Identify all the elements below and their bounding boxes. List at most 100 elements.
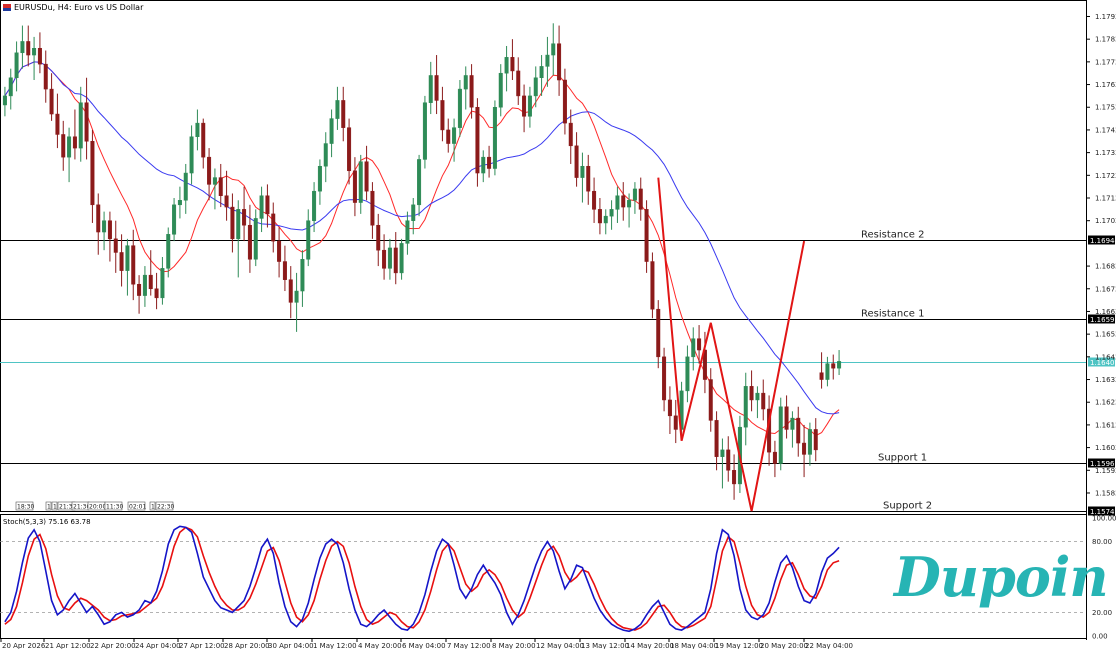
- level-label: Resistance 2: [861, 230, 924, 241]
- ma-slow-line: [4, 61, 840, 415]
- candle-body: [8, 77, 13, 97]
- candle-body: [837, 361, 842, 369]
- level-label: Support 2: [883, 501, 932, 512]
- price-tick-label: 1.16330: [1095, 376, 1116, 384]
- time-tick-label: 24 Apr 04:00: [135, 642, 181, 649]
- time-tick-label: 20 Apr 2026: [2, 642, 46, 649]
- event-marker-box: [104, 501, 123, 511]
- candle-body: [796, 417, 801, 444]
- candle-body: [405, 220, 410, 244]
- event-marker-label: 1: [47, 504, 51, 511]
- candle-body: [230, 206, 235, 240]
- candle-body: [522, 95, 527, 117]
- price-tag: 1.15962: [1090, 460, 1116, 468]
- event-marker-box: [45, 501, 52, 511]
- candle-body: [67, 136, 72, 158]
- time-tick-label: 12 May 04:00: [536, 642, 584, 649]
- candle-body: [656, 308, 661, 358]
- event-marker-label: 21:30: [59, 504, 76, 511]
- time-tick-label: 27 Apr 12:00: [179, 642, 225, 649]
- candle-body: [212, 177, 217, 185]
- candle-body: [172, 204, 177, 235]
- candle-body: [358, 161, 363, 203]
- candle-body: [335, 100, 340, 119]
- candle-body: [732, 470, 737, 485]
- candle-body: [26, 41, 31, 56]
- price-tag: 1.16944: [1090, 237, 1116, 245]
- candle-body: [236, 209, 241, 240]
- time-tick-label: 6 May 04:00: [402, 642, 446, 649]
- event-marker-box: [149, 501, 156, 511]
- candle-body: [778, 406, 783, 464]
- candle-body: [667, 399, 672, 417]
- candle-body: [96, 204, 101, 233]
- candle-body: [218, 177, 223, 196]
- logo-text: Dupoin: [892, 545, 1108, 609]
- time-tick-label: 28 Apr 20:00: [224, 642, 270, 649]
- time-tick-label: 7 May 12:00: [447, 642, 491, 649]
- stoch-lines: 100.00 80.00 20.00 0.00: [0, 515, 1116, 641]
- event-marker-box: [127, 501, 146, 511]
- candle-body: [137, 283, 142, 296]
- symbol-icon-band: [3, 8, 11, 11]
- candle-body: [102, 220, 107, 233]
- candle-body: [498, 72, 503, 108]
- candle-body: [632, 188, 637, 201]
- time-tick-label: 22 Apr 20:00: [90, 642, 136, 649]
- candle-body: [475, 106, 480, 174]
- candle-body: [265, 195, 270, 215]
- candle-body: [714, 420, 719, 457]
- candle-body: [195, 122, 200, 137]
- candle-body: [183, 172, 188, 201]
- time-tick-label: 21 Apr 12:00: [45, 642, 91, 649]
- candle-body: [434, 75, 439, 101]
- candle-body: [294, 290, 299, 303]
- stoch-k-line: [4, 525, 840, 633]
- candle-body: [586, 165, 591, 192]
- candle-body: [562, 79, 567, 124]
- candle-body: [720, 449, 725, 457]
- candle-body: [662, 356, 667, 401]
- stoch-tick-label: 20.00: [1092, 609, 1112, 617]
- candle-body: [113, 238, 118, 253]
- candle-body: [539, 66, 544, 78]
- price-tick-label: 1.16630: [1095, 308, 1116, 316]
- time-tick-label: 8 May 20:00: [492, 642, 536, 649]
- candle-body: [329, 118, 334, 144]
- candle-body: [253, 218, 258, 260]
- time-tick-label: 1 May 12:00: [313, 642, 357, 649]
- price-tick-label: 1.16230: [1095, 399, 1116, 407]
- level-label: Support 1: [878, 453, 927, 464]
- price-tick-label: 1.16030: [1095, 444, 1116, 452]
- stoch-panel-frame: [0, 514, 1087, 639]
- stoch-d-line: [4, 526, 840, 631]
- event-marker-label: 20:00: [89, 504, 106, 511]
- candle-body: [259, 195, 264, 219]
- candle-body: [282, 261, 287, 280]
- candle-body: [638, 188, 643, 210]
- price-tick-label: 1.17430: [1095, 126, 1116, 134]
- candle-body: [370, 190, 375, 226]
- candle-body: [393, 247, 398, 274]
- main-chart-frame: [0, 0, 1087, 512]
- price-tag-box: [1088, 314, 1115, 324]
- candle-body: [417, 159, 422, 206]
- candle-body: [510, 57, 515, 72]
- candle-body: [72, 136, 77, 149]
- candle-body: [189, 136, 194, 174]
- price-axis: 1.17930 1.17830 1.17730 1.17630 1.17530 1.174…: [1086, 13, 1116, 497]
- candle-body: [119, 252, 124, 271]
- candle-body: [376, 224, 381, 251]
- candle-body: [802, 442, 807, 455]
- candle-body: [148, 274, 153, 290]
- event-marker-label: 1: [53, 504, 57, 511]
- price-tick-label: 1.15930: [1095, 467, 1116, 475]
- stoch-tick-label: 100.00: [1092, 515, 1116, 523]
- candle-body: [288, 279, 293, 303]
- price-tag-box: [1088, 506, 1115, 516]
- candle-body: [784, 406, 789, 430]
- pattern-lines: [657, 177, 806, 512]
- time-tick-label: 14 May 20:00: [626, 642, 674, 649]
- candle-body: [341, 100, 346, 128]
